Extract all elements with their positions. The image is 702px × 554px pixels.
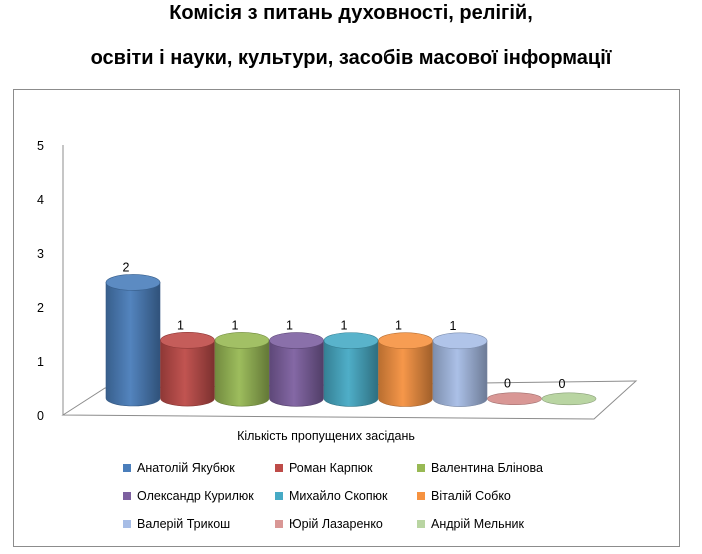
bar-body (378, 340, 433, 407)
legend-label: Віталій Собко (431, 489, 511, 503)
bar-body (105, 282, 161, 407)
legend-label: Роман Карпюк (289, 461, 373, 475)
bar (105, 274, 161, 407)
legend-label: Валерій Трикош (137, 517, 231, 531)
legend-item: Валерій Трикош (123, 517, 230, 531)
legend-swatch (275, 464, 283, 472)
legend-item: Михайло Скопюк (275, 489, 388, 503)
bar (214, 332, 270, 407)
legend-label: Олександр Курилюк (137, 489, 254, 503)
y-tick-label: 0 (37, 409, 44, 423)
y-tick-label: 1 (37, 355, 44, 369)
bar-body (323, 340, 379, 407)
bar-top (541, 392, 597, 406)
legend-label: Андрій Мельник (431, 517, 524, 531)
chart-title-line-1: Комісія з питань духовності, релігій, (169, 2, 533, 24)
data-label: 1 (177, 318, 184, 332)
bar-body (160, 340, 215, 407)
bar (160, 332, 215, 407)
legend-item: Андрій Мельник (417, 517, 524, 531)
legend-swatch (275, 492, 283, 500)
data-labels: 2 1 1 1 1 1 1 0 0 (123, 260, 566, 390)
y-tick-label: 3 (37, 247, 44, 261)
data-label: 1 (395, 319, 402, 333)
legend-item: Роман Карпюк (275, 461, 372, 475)
bar-top (378, 332, 433, 350)
bar-top (214, 332, 270, 349)
bar (323, 332, 379, 407)
x-axis-label: Кількість пропущених засідань (237, 429, 415, 443)
legend-swatch (417, 492, 425, 500)
legend-label: Анатолій Якубюк (137, 461, 235, 475)
y-tick-label: 2 (37, 301, 44, 315)
legend-item: Олександр Курилюк (123, 489, 254, 503)
bar-top (269, 332, 324, 349)
chart-area (13, 89, 680, 547)
data-label: 1 (450, 319, 457, 333)
data-label: 1 (286, 319, 293, 333)
data-label: 0 (559, 377, 566, 391)
bar-top (105, 274, 161, 291)
bar-top (160, 332, 215, 349)
legend-swatch (123, 464, 131, 472)
bar-body (269, 340, 324, 407)
bar (487, 392, 542, 406)
legend-label: Юрій Лазаренко (289, 517, 383, 531)
bar (432, 332, 488, 407)
legend-label: Валентина Блінова (431, 461, 543, 475)
data-label: 1 (232, 318, 239, 332)
legend-swatch (123, 492, 131, 500)
y-tick-label: 5 (37, 139, 44, 153)
legend-item: Юрій Лазаренко (275, 517, 383, 531)
legend-item: Віталій Собко (417, 489, 511, 503)
legend-swatch (275, 520, 283, 528)
bar (541, 392, 597, 406)
legend-swatch (417, 520, 425, 528)
legend-swatch (123, 520, 131, 528)
legend-swatch (417, 464, 425, 472)
legend-label: Михайло Скопюк (289, 489, 388, 503)
bar (269, 332, 324, 407)
bar-body (214, 340, 270, 407)
chart-title-line-2: освіти і науки, культури, засобів масово… (90, 47, 612, 69)
bar-top (323, 332, 379, 349)
y-tick-label: 4 (37, 193, 44, 207)
bar-top (432, 332, 488, 350)
legend-item: Валентина Блінова (417, 461, 543, 475)
data-label: 1 (341, 319, 348, 333)
bars (105, 274, 597, 407)
bar-body (432, 340, 488, 407)
bar-top (487, 392, 542, 406)
legend-item: Анатолій Якубюк (123, 461, 235, 475)
data-label: 0 (504, 377, 511, 391)
data-label: 2 (123, 260, 130, 274)
bar (378, 332, 433, 407)
